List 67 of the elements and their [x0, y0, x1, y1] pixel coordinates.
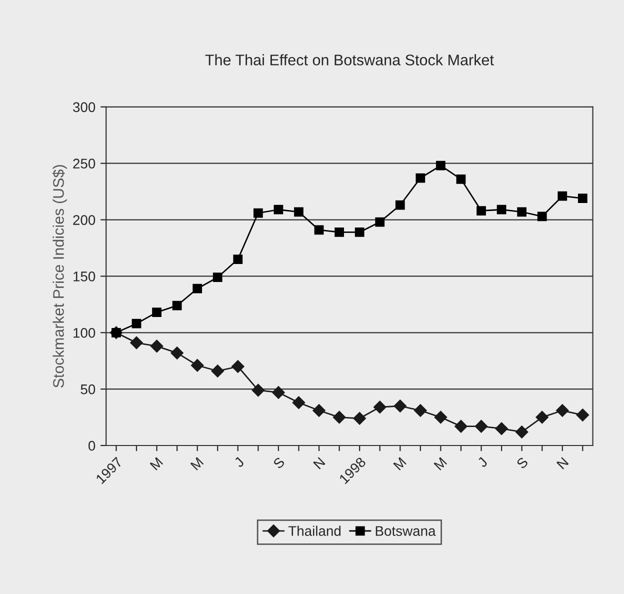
point [294, 207, 304, 217]
point [332, 410, 346, 424]
point [212, 272, 222, 282]
x-tick-label: N [313, 457, 326, 470]
point [434, 410, 448, 424]
x-tick-label: M [393, 457, 406, 470]
y-tick-label: 50 [80, 384, 96, 394]
x-tick-label: J [234, 457, 244, 468]
point [373, 400, 386, 414]
x-tick-label: M [150, 457, 164, 470]
point [152, 308, 162, 318]
y-axis-title: Stockmarket Price Indicies (US$) [52, 165, 67, 388]
point [211, 364, 224, 378]
point [233, 254, 243, 264]
point [536, 410, 549, 424]
point [395, 200, 405, 210]
point [170, 346, 184, 360]
point [192, 284, 202, 294]
point [476, 206, 486, 216]
point [353, 412, 366, 425]
point [558, 191, 568, 201]
point [150, 340, 164, 353]
y-tick-label: 100 [74, 328, 96, 338]
y-tick-label: 0 [88, 440, 96, 451]
point [416, 173, 426, 183]
point [496, 204, 506, 214]
point [436, 160, 446, 170]
legend-label: Thailand [288, 526, 341, 536]
point [556, 404, 569, 417]
y-tick-label: 300 [73, 102, 96, 112]
chart-title: The Thai Effect on Botswana Stock Market [205, 54, 494, 66]
point [312, 404, 326, 417]
y-tick-label: 200 [73, 215, 96, 225]
point [517, 207, 527, 217]
point [454, 420, 468, 433]
x-tick-label: S [516, 456, 529, 470]
point [515, 426, 528, 438]
x-tick-label: M [190, 457, 204, 470]
point [314, 225, 324, 235]
y-tick-label: 150 [74, 272, 96, 282]
point [274, 204, 284, 214]
point [456, 174, 466, 184]
point [474, 420, 488, 433]
point [576, 408, 590, 422]
point [292, 396, 306, 410]
point [172, 300, 182, 310]
point [132, 318, 142, 328]
point [537, 212, 547, 222]
x-tick-label: M [434, 457, 448, 470]
point [190, 358, 204, 372]
point [231, 360, 244, 373]
x-tick-label: N [556, 457, 569, 470]
y-tick-label: 250 [73, 158, 96, 169]
point [394, 400, 407, 412]
point [334, 228, 344, 237]
legend-label: Botswana [376, 526, 436, 536]
point [578, 194, 588, 204]
point [253, 208, 263, 218]
point [375, 217, 385, 227]
point [252, 384, 265, 397]
point [130, 336, 143, 350]
point [495, 422, 508, 435]
x-tick-label: S [272, 456, 286, 470]
point [272, 386, 285, 399]
point [414, 404, 427, 417]
point [354, 228, 364, 237]
x-tick-label: J [476, 457, 488, 468]
